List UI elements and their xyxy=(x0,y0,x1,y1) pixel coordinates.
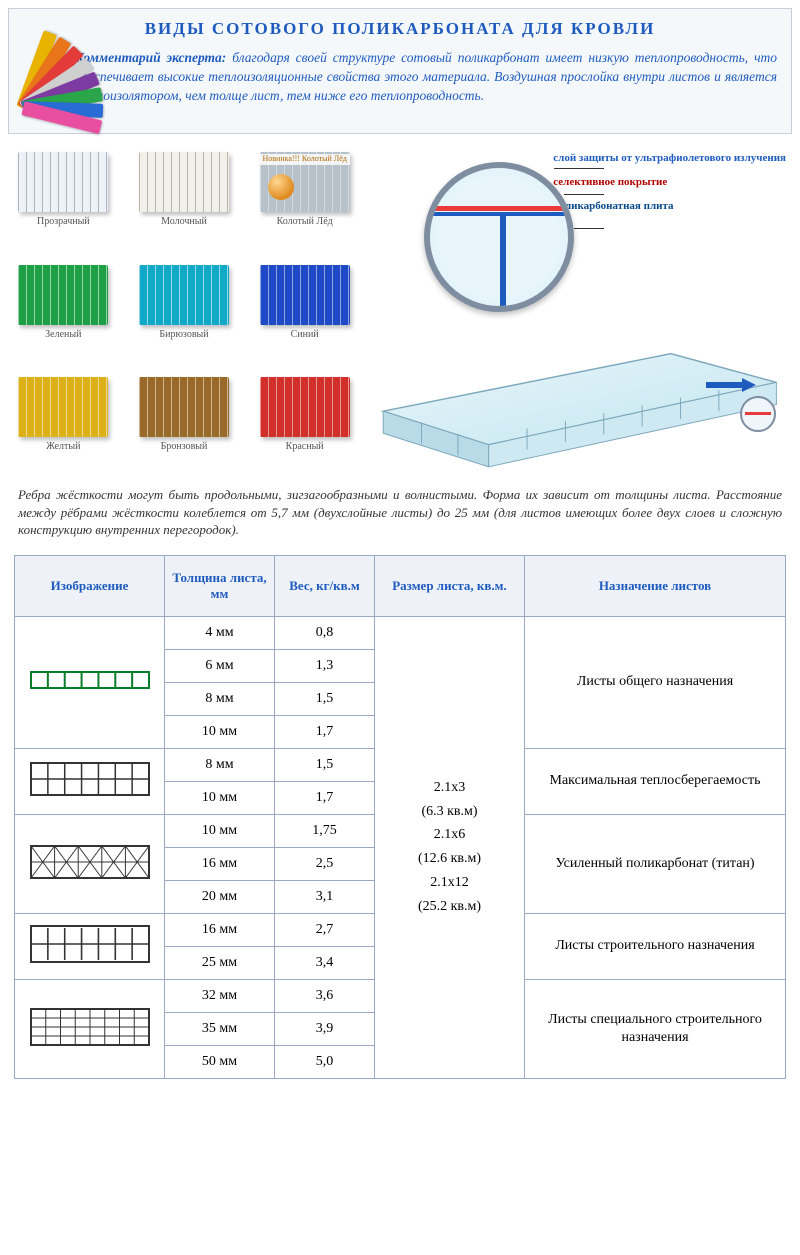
swatch-label: Молочный xyxy=(135,216,234,227)
thickness-cell: 20 мм xyxy=(165,880,275,913)
th-size: Размер листа, кв.м. xyxy=(375,555,525,616)
thickness-cell: 32 мм xyxy=(165,979,275,1012)
purpose-cell: Листы специального строительного назначе… xyxy=(525,979,786,1078)
header-box: ВИДЫ СОТОВОГО ПОЛИКАРБОНАТА ДЛЯ КРОВЛИ К… xyxy=(8,8,792,134)
th-image: Изображение xyxy=(15,555,165,616)
thickness-cell: 8 мм xyxy=(165,682,275,715)
leader-line xyxy=(554,168,604,169)
thickness-cell: 35 мм xyxy=(165,1012,275,1045)
rib-note: Ребра жёсткости могут быть продольными, … xyxy=(0,482,800,549)
swatch-label: Зеленый xyxy=(14,329,113,340)
profile-icon xyxy=(30,924,150,968)
profile-icon xyxy=(30,759,150,803)
color-fan-icon xyxy=(23,49,61,119)
weight-cell: 3,1 xyxy=(275,880,375,913)
weight-cell: 1,7 xyxy=(275,715,375,748)
swatch-label: Бронзовый xyxy=(135,441,234,452)
thickness-cell: 8 мм xyxy=(165,748,275,781)
sheet-3d-icon xyxy=(364,312,786,472)
weight-cell: 1,5 xyxy=(275,748,375,781)
swatch: Красный xyxy=(255,377,354,472)
thickness-cell: 4 мм xyxy=(165,616,275,649)
purpose-cell: Усиленный поликарбонат (титан) xyxy=(525,814,786,913)
weight-cell: 2,7 xyxy=(275,913,375,946)
magnifier-lens xyxy=(424,162,574,312)
sheet-diagram: слой защиты от ультрафиолетового излучен… xyxy=(364,152,786,472)
swatch: Бронзовый xyxy=(135,377,234,472)
thickness-cell: 10 мм xyxy=(165,814,275,847)
expert-lead: Комментарий эксперта: xyxy=(75,50,227,65)
profile-cell xyxy=(15,814,165,913)
profile-icon xyxy=(30,842,150,886)
callout-uv: слой защиты от ультрафиолетового излучен… xyxy=(553,152,786,164)
color-swatches: Прозрачный Молочный Новинка!!! Колотый Лёд… xyxy=(14,152,354,472)
profile-cell xyxy=(15,913,165,979)
callout-plate: поликарбонатная плита xyxy=(553,200,786,212)
thickness-cell: 6 мм xyxy=(165,649,275,682)
swatch-label: Бирюзовый xyxy=(135,329,234,340)
thickness-cell: 10 мм xyxy=(165,781,275,814)
thickness-cell: 16 мм xyxy=(165,847,275,880)
table-row: 4 мм0,82.1x3(6.3 кв.м)2.1x6(12.6 кв.м)2.… xyxy=(15,616,786,649)
thickness-cell: 16 мм xyxy=(165,913,275,946)
swatch-label: Желтый xyxy=(14,441,113,452)
weight-cell: 3,4 xyxy=(275,946,375,979)
expert-comment: Комментарий эксперта: благодаря своей ст… xyxy=(75,49,777,106)
weight-cell: 1,7 xyxy=(275,781,375,814)
th-weight: Вес, кг/кв.м xyxy=(275,555,375,616)
mini-lens-icon xyxy=(740,396,776,432)
weight-cell: 2,5 xyxy=(275,847,375,880)
profile-cell xyxy=(15,616,165,748)
swatch-label: Красный xyxy=(255,441,354,452)
swatch: Новинка!!! Колотый Лёд Колотый Лёд xyxy=(255,152,354,247)
novinka-badge: Новинка!!! Колотый Лёд xyxy=(260,154,350,165)
swatch: Прозрачный xyxy=(14,152,113,247)
swatch-label: Синий xyxy=(255,329,354,340)
profile-cell xyxy=(15,979,165,1078)
swatch: Синий xyxy=(255,265,354,360)
diagram-callouts: слой защиты от ультрафиолетового излучен… xyxy=(553,152,786,224)
leader-line xyxy=(574,228,604,229)
thickness-cell: 10 мм xyxy=(165,715,275,748)
profile-cell xyxy=(15,748,165,814)
thickness-cell: 25 мм xyxy=(165,946,275,979)
size-cell: 2.1x3(6.3 кв.м)2.1x6(12.6 кв.м)2.1x12(25… xyxy=(375,616,525,1078)
purpose-cell: Листы строительного назначения xyxy=(525,913,786,979)
spec-table: Изображение Толщина листа, мм Вес, кг/кв… xyxy=(14,555,786,1079)
swatch: Молочный xyxy=(135,152,234,247)
weight-cell: 5,0 xyxy=(275,1045,375,1078)
leader-line xyxy=(564,194,604,195)
swatch-label: Колотый Лёд xyxy=(255,216,354,227)
weight-cell: 1,75 xyxy=(275,814,375,847)
thickness-cell: 50 мм xyxy=(165,1045,275,1078)
callout-selective: селективное покрытие xyxy=(553,176,786,188)
weight-cell: 3,9 xyxy=(275,1012,375,1045)
swatch: Желтый xyxy=(14,377,113,472)
purpose-cell: Максимальная теплосберегаемость xyxy=(525,748,786,814)
weight-cell: 1,5 xyxy=(275,682,375,715)
purpose-cell: Листы общего назначения xyxy=(525,616,786,748)
th-purpose: Назначение листов xyxy=(525,555,786,616)
weight-cell: 3,6 xyxy=(275,979,375,1012)
swatch-label: Прозрачный xyxy=(14,216,113,227)
swatch: Бирюзовый xyxy=(135,265,234,360)
th-thickness: Толщина листа, мм xyxy=(165,555,275,616)
weight-cell: 0,8 xyxy=(275,616,375,649)
swatch: Зеленый xyxy=(14,265,113,360)
weight-cell: 1,3 xyxy=(275,649,375,682)
profile-icon xyxy=(30,1007,150,1051)
arrow-icon xyxy=(706,378,756,392)
profile-icon xyxy=(30,660,150,704)
page-title: ВИДЫ СОТОВОГО ПОЛИКАРБОНАТА ДЛЯ КРОВЛИ xyxy=(23,19,777,39)
